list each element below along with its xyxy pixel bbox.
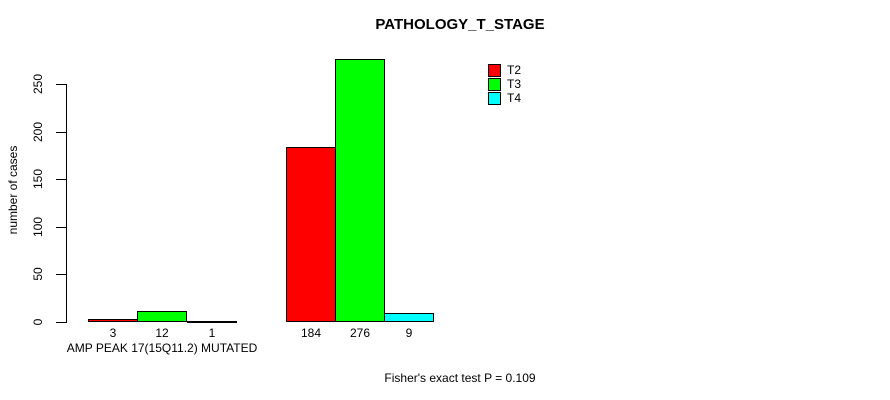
y-tick-mark — [56, 132, 66, 133]
legend-swatch-t2 — [488, 63, 501, 77]
y-tick-mark — [56, 179, 66, 180]
legend-item-t4: T4 — [488, 91, 521, 105]
bar-t2-group1 — [88, 319, 138, 322]
y-tick-label: 50 — [31, 267, 45, 281]
bar-value-label: 276 — [349, 326, 371, 340]
y-tick-label: 200 — [31, 121, 45, 143]
bar-t3-group2 — [335, 59, 385, 322]
y-tick-mark — [56, 227, 66, 228]
legend-label: T4 — [507, 91, 522, 105]
bar-t4-group1 — [187, 321, 237, 323]
y-tick-label: 150 — [31, 168, 45, 190]
y-tick-label: 100 — [31, 216, 45, 238]
legend-swatch-t4 — [488, 91, 501, 105]
bar-t4-group2 — [384, 313, 434, 322]
bar-t2-group2 — [286, 147, 336, 322]
legend-label: T2 — [507, 63, 522, 77]
bar-value-label: 1 — [208, 326, 216, 340]
x-group-label: AMP PEAK 17(15Q11.2) MUTATED — [66, 341, 258, 355]
y-tick-label: 250 — [31, 73, 45, 95]
y-tick-mark — [56, 274, 66, 275]
legend-swatch-t3 — [488, 77, 501, 91]
chart-title: PATHOLOGY_T_STAGE — [375, 16, 545, 33]
legend-label: T3 — [507, 77, 522, 91]
legend-item-t2: T2 — [488, 63, 521, 77]
legend-item-t3: T3 — [488, 77, 521, 91]
y-tick-mark — [56, 322, 66, 323]
y-axis-title: number of cases — [6, 145, 20, 235]
y-axis-line — [66, 84, 67, 323]
bar-value-label: 3 — [109, 326, 117, 340]
bar-value-label: 12 — [155, 326, 169, 340]
bar-t3-group1 — [137, 311, 187, 322]
y-tick-mark — [56, 84, 66, 85]
bar-value-label: 9 — [405, 326, 413, 340]
legend: T2 T3 T4 — [488, 63, 521, 105]
bar-value-label: 184 — [300, 326, 322, 340]
statistical-test-result: Fisher's exact test P = 0.109 — [384, 371, 536, 385]
y-tick-label: 0 — [31, 318, 45, 326]
